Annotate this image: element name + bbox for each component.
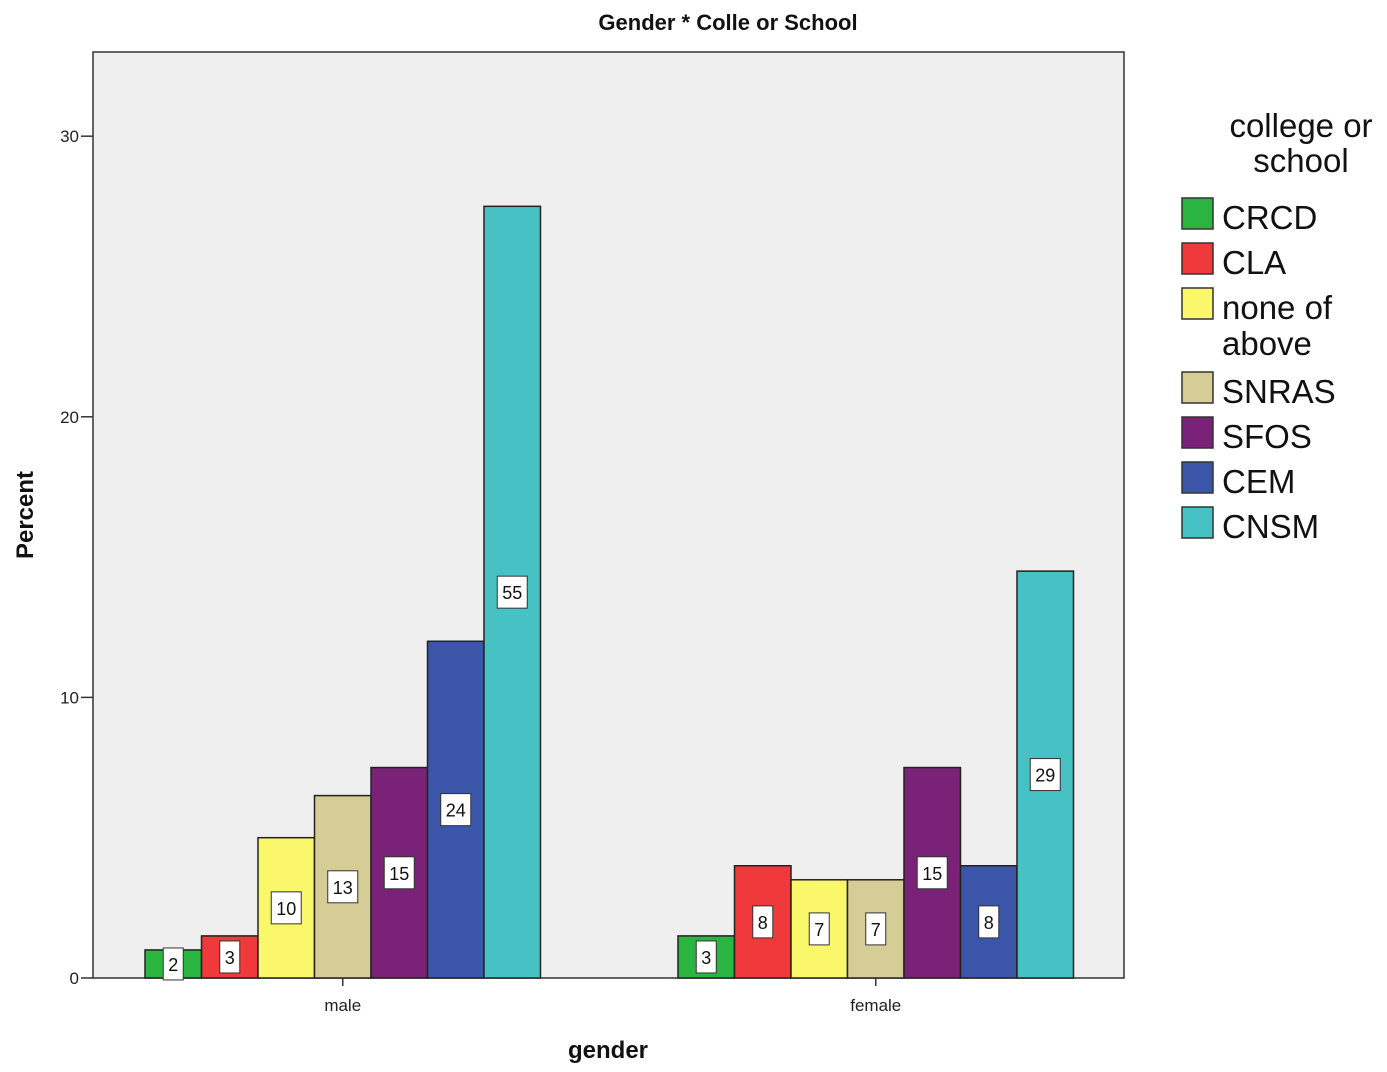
legend-swatch	[1181, 416, 1214, 449]
legend-item-label: SFOS	[1222, 418, 1312, 455]
x-tick-label: male	[324, 996, 361, 1015]
legend-title: school	[1253, 142, 1348, 179]
data-label-box	[752, 905, 774, 939]
data-label: 3	[701, 948, 711, 968]
data-label: 13	[333, 878, 353, 898]
x-tick-label: female	[850, 996, 901, 1015]
bars-group: 2 3 10 13 15 24 55 3 8 7 7 15 8 29	[144, 205, 1075, 981]
legend-item-label: CNSM	[1222, 508, 1319, 545]
data-label: 24	[446, 801, 466, 821]
data-label: 55	[502, 583, 522, 603]
plot-area	[92, 51, 1125, 979]
x-axis: male female	[324, 978, 901, 1015]
data-label: 8	[758, 913, 768, 933]
legend-item-label: CEM	[1222, 463, 1295, 500]
legend-title: college or	[1229, 107, 1372, 144]
legend-item-label: SNRAS	[1222, 373, 1336, 410]
data-label-box	[916, 856, 948, 890]
y-axis: 0 10 20 30	[60, 127, 93, 988]
data-label: 3	[225, 948, 235, 968]
chart-title: Gender * Colle or School	[598, 10, 857, 35]
legend-item-label: CRCD	[1222, 199, 1317, 236]
legend-swatch	[1181, 371, 1214, 404]
legend-swatch	[1181, 287, 1214, 320]
data-label: 15	[389, 864, 409, 884]
x-axis-label: gender	[568, 1037, 648, 1064]
legend-swatch	[1181, 242, 1214, 275]
data-label: 7	[814, 920, 824, 940]
data-label-box	[808, 912, 830, 946]
data-label-box	[865, 912, 887, 946]
data-label-box	[383, 856, 415, 890]
y-axis-label: Percent	[12, 471, 39, 559]
legend-item-label: none of	[1222, 289, 1333, 326]
data-label: 8	[984, 913, 994, 933]
y-tick-label: 0	[70, 969, 79, 988]
y-tick-label: 10	[60, 688, 79, 707]
y-tick-label: 30	[60, 127, 79, 146]
data-label-box	[978, 905, 1000, 939]
legend-item-label: above	[1222, 325, 1312, 362]
data-label: 15	[922, 864, 942, 884]
data-label-box	[219, 940, 241, 974]
data-label-box	[1029, 758, 1061, 792]
data-label-box	[270, 891, 302, 925]
data-label: 29	[1035, 766, 1055, 786]
data-label: 2	[168, 955, 178, 975]
legend-swatch	[1181, 506, 1214, 539]
legend-swatch	[1181, 461, 1214, 494]
y-tick-label: 20	[60, 408, 79, 427]
legend-item-label: CLA	[1222, 244, 1286, 281]
data-label-box	[695, 940, 717, 974]
data-label: 10	[276, 899, 296, 919]
data-label-box	[440, 793, 472, 827]
data-label: 7	[871, 920, 881, 940]
bar	[483, 205, 542, 979]
data-label-box	[162, 947, 184, 981]
legend-swatch	[1181, 197, 1214, 230]
data-label-box	[327, 870, 359, 904]
data-label-box	[496, 575, 528, 609]
